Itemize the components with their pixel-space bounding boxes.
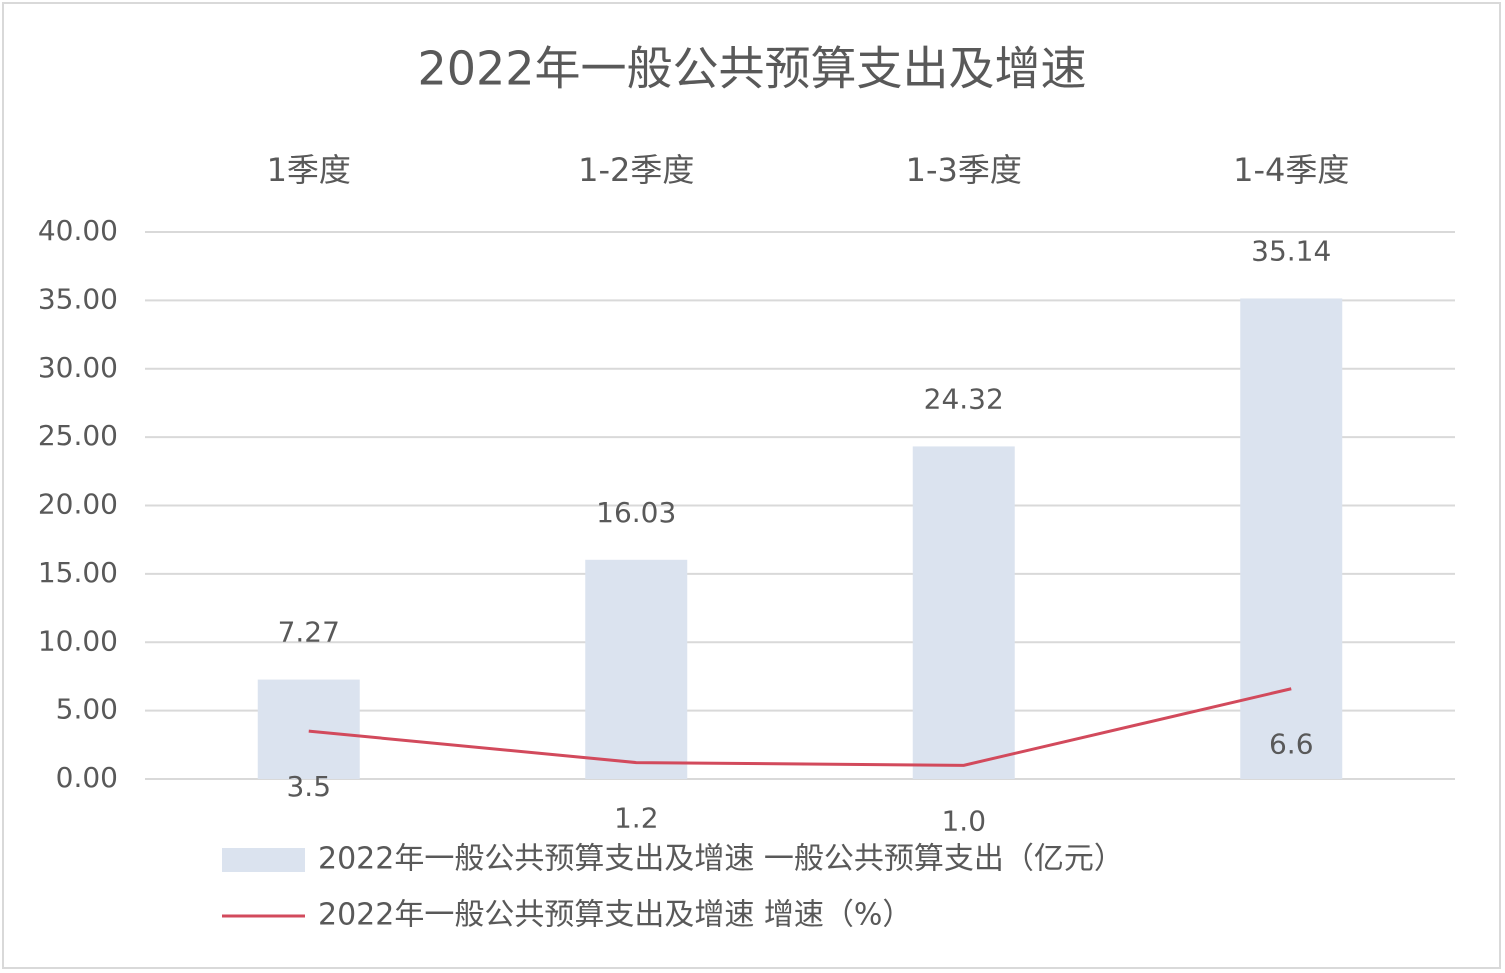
line (308, 687, 1292, 767)
y-tick-label: 5.00 (56, 693, 118, 726)
x-tick-label: 1-2季度 (578, 151, 694, 189)
chart-title: 2022年一般公共预算支出及增速 (417, 42, 1086, 96)
line-value-label: 1.2 (614, 802, 659, 835)
legend-label: 2022年一般公共预算支出及增速 增速（%） (318, 898, 912, 933)
bar-value-label: 24.32 (924, 382, 1004, 415)
y-tick-label: 30.00 (38, 351, 118, 384)
x-tick-label: 1-3季度 (906, 151, 1022, 189)
y-tick-label: 40.00 (38, 214, 118, 247)
bar (1240, 298, 1343, 779)
y-tick-label: 10.00 (38, 624, 118, 657)
line-value-label: 6.6 (1269, 728, 1314, 761)
bar-value-label: 7.27 (278, 616, 340, 649)
bar (257, 679, 360, 779)
line-value-label: 3.5 (286, 770, 331, 803)
legend-swatch (222, 848, 305, 872)
line-value-label: 1.0 (941, 804, 986, 837)
bar-value-label: 35.14 (1251, 234, 1331, 267)
x-tick-label: 1季度 (267, 151, 351, 189)
legend-label: 2022年一般公共预算支出及增速 一般公共预算支出（亿元） (318, 842, 1124, 877)
y-tick-label: 25.00 (38, 419, 118, 452)
y-tick-label: 15.00 (38, 556, 118, 589)
y-tick-label: 35.00 (38, 282, 118, 315)
bar (585, 559, 688, 779)
y-tick-label: 0.00 (56, 761, 118, 794)
x-tick-label: 1-4季度 (1233, 151, 1349, 189)
y-tick-label: 20.00 (38, 488, 118, 521)
bar-value-label: 16.03 (596, 496, 676, 529)
bar (912, 446, 1015, 779)
